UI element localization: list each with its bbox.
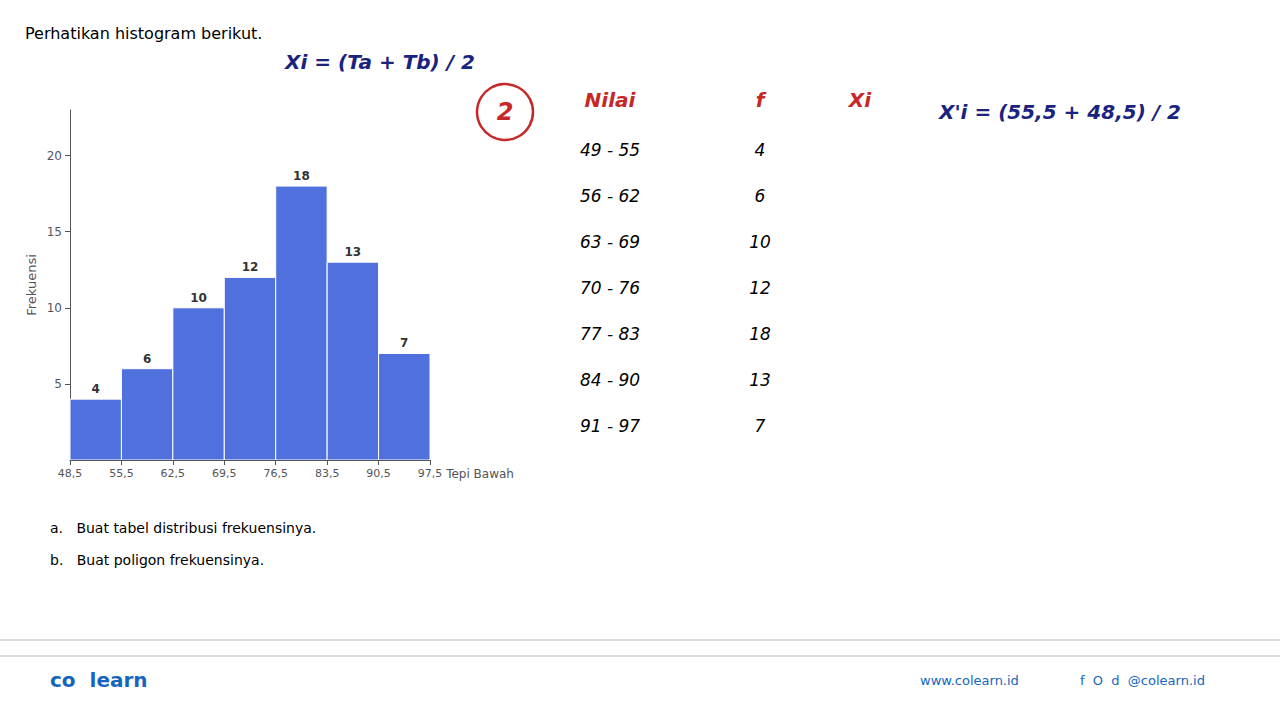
svg-text:70 - 76: 70 - 76 [580, 278, 640, 298]
svg-text:2: 2 [497, 98, 514, 126]
svg-text:90,5: 90,5 [366, 467, 391, 480]
svg-text:X'i = (55,5 + 48,5) / 2: X'i = (55,5 + 48,5) / 2 [937, 100, 1181, 124]
svg-text:Xi: Xi [847, 88, 872, 112]
svg-text:Frekuensi: Frekuensi [24, 254, 39, 316]
svg-text:84 - 90: 84 - 90 [580, 370, 640, 390]
svg-text:55,5: 55,5 [109, 467, 133, 480]
svg-text:18: 18 [749, 324, 771, 344]
svg-text:10: 10 [190, 291, 207, 305]
svg-text:12: 12 [749, 278, 771, 298]
svg-text:www.colearn.id: www.colearn.id [920, 673, 1019, 688]
svg-text:77 - 83: 77 - 83 [580, 324, 640, 344]
svg-text:49 - 55: 49 - 55 [580, 140, 640, 160]
svg-text:10: 10 [749, 232, 771, 252]
svg-text:91 - 97: 91 - 97 [580, 416, 640, 436]
svg-text:Nilai: Nilai [585, 88, 637, 112]
svg-text:Tepi Bawah: Tepi Bawah [445, 467, 514, 481]
svg-text:69,5: 69,5 [212, 467, 237, 480]
svg-text:6: 6 [755, 186, 766, 206]
svg-text:f: f [756, 88, 767, 112]
svg-text:b. Buat poligon frekuensinya: b. Buat poligon frekuensinya. [50, 552, 264, 568]
svg-text:Xi = (Ta + Tb) / 2: Xi = (Ta + Tb) / 2 [283, 50, 475, 74]
svg-text:7: 7 [755, 416, 766, 436]
svg-text:62,5: 62,5 [161, 467, 186, 480]
svg-text:20: 20 [47, 149, 62, 163]
svg-text:6: 6 [143, 352, 151, 366]
svg-text:63 - 69: 63 - 69 [580, 232, 640, 252]
svg-text:10: 10 [47, 301, 62, 315]
svg-text:13: 13 [345, 245, 362, 259]
svg-text:48,5: 48,5 [58, 467, 83, 480]
svg-text:4: 4 [92, 382, 100, 396]
svg-text:76,5: 76,5 [263, 467, 288, 480]
svg-text:12: 12 [242, 260, 259, 274]
svg-text:13: 13 [749, 370, 771, 390]
svg-text:4: 4 [755, 140, 766, 160]
svg-text:83,5: 83,5 [315, 467, 340, 480]
svg-text:15: 15 [47, 225, 62, 239]
svg-text:5: 5 [54, 377, 62, 391]
svg-text:co learn: co learn [50, 668, 148, 692]
svg-text:7: 7 [400, 336, 408, 350]
svg-text:f O d @colearn.id: f O d @colearn.id [1080, 673, 1205, 688]
svg-text:Perhatikan histogram berikut.: Perhatikan histogram berikut. [25, 24, 262, 43]
svg-text:a. Buat tabel distribusi fre: a. Buat tabel distribusi frekuensinya. [50, 520, 316, 536]
svg-text:97,5: 97,5 [418, 467, 443, 480]
svg-text:18: 18 [293, 169, 310, 183]
svg-text:56 - 62: 56 - 62 [580, 186, 640, 206]
